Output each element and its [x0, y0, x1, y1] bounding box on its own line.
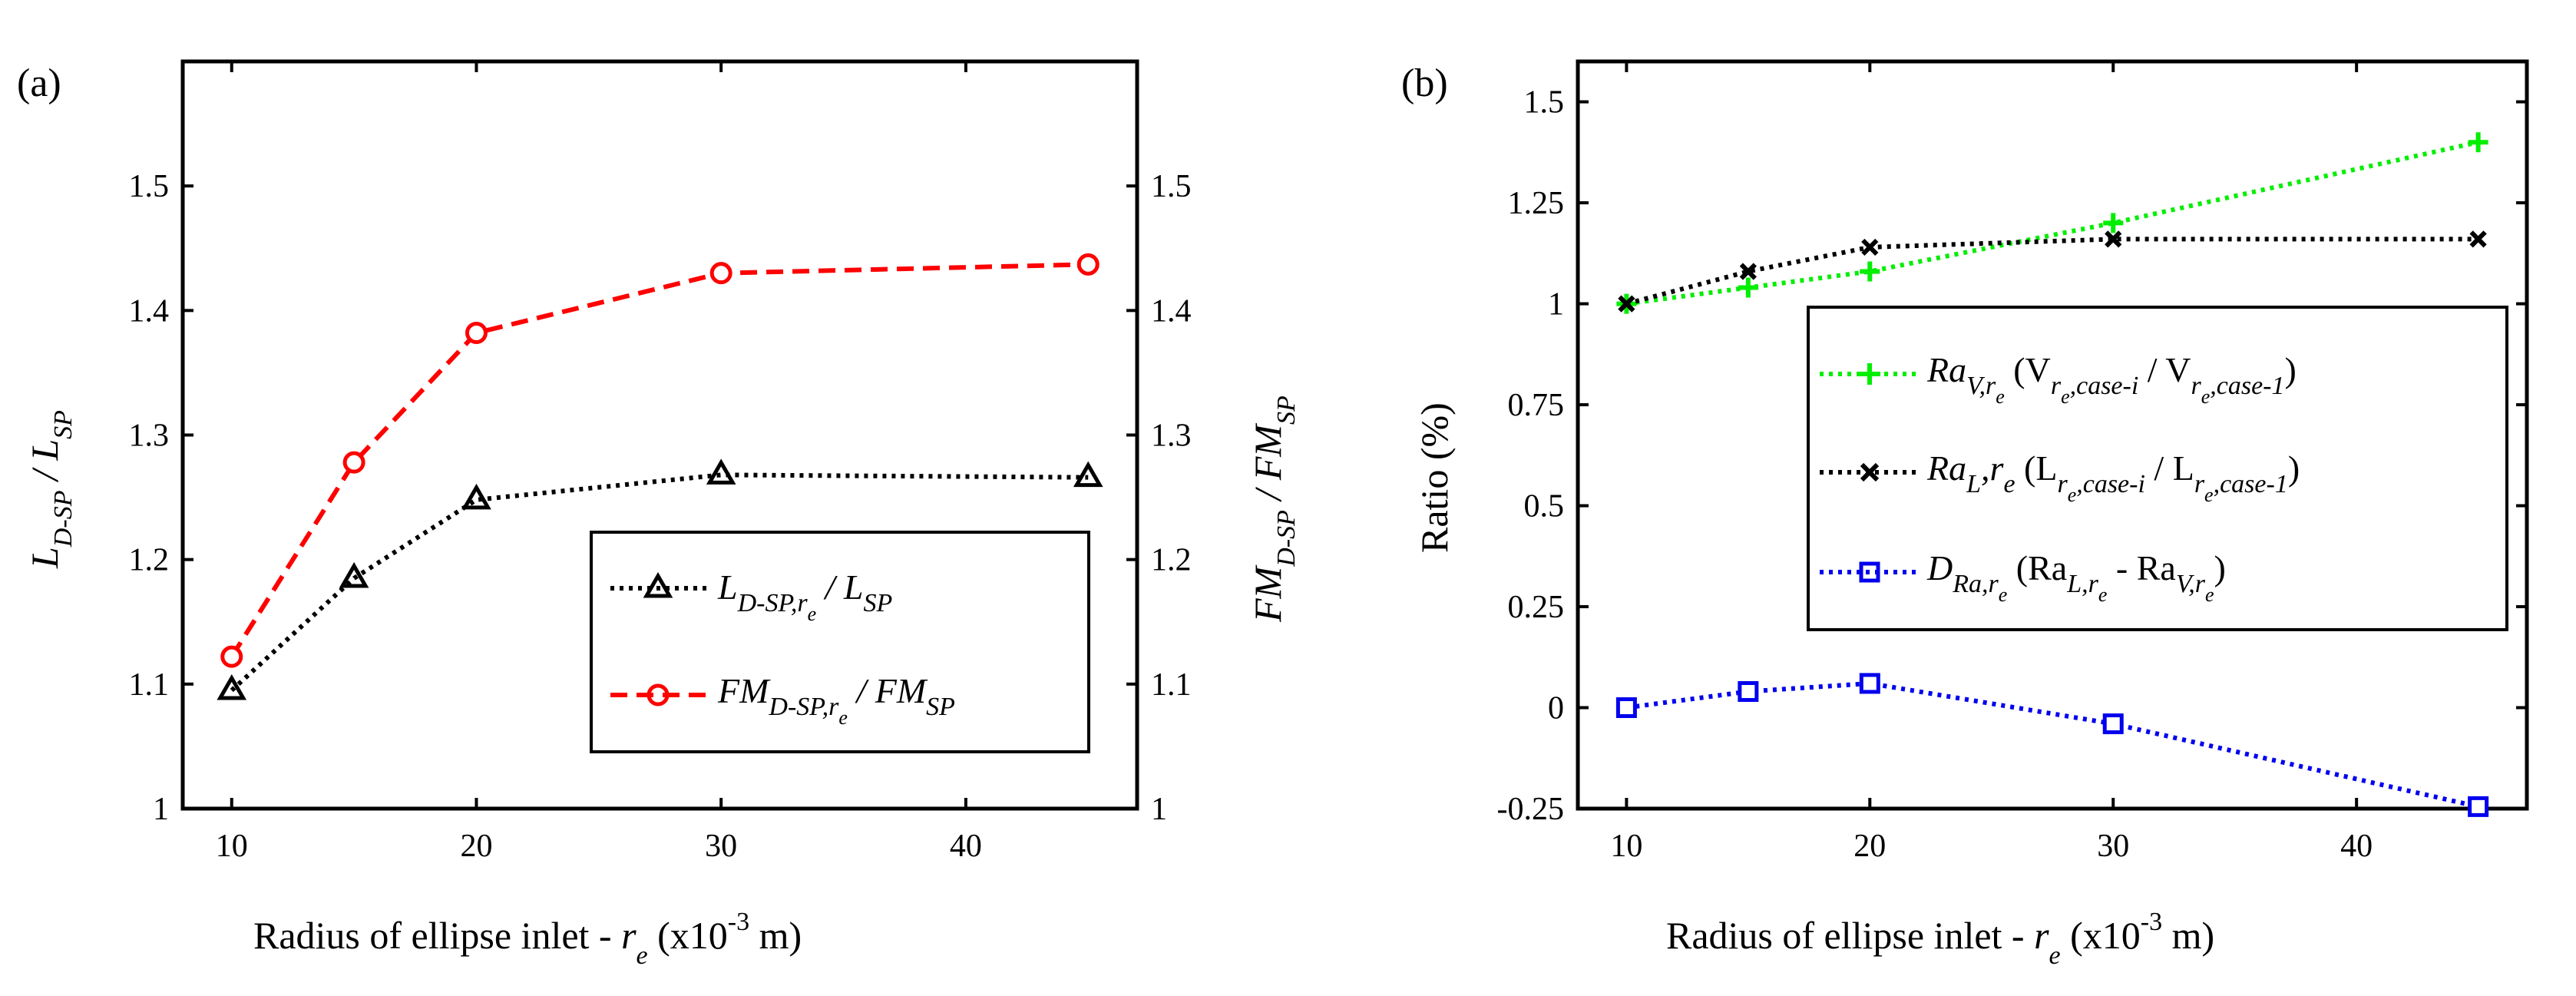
data-point: [1076, 253, 1100, 276]
data-point: [709, 262, 732, 285]
panel-a-x-axis-label: Radius of ellipse inlet - re (x10-3 m): [253, 908, 802, 970]
y-tick-label: 1.25: [1508, 186, 1565, 221]
data-point: [339, 561, 369, 588]
legend-marker-circle: [646, 683, 670, 706]
series-line-2: [1625, 237, 2478, 306]
panel-a-y-axis-label-left: LD-SP / LSP: [23, 410, 78, 569]
y-tick-label: 0: [1548, 691, 1564, 726]
panel-b-y-ticks: -0.25 0 0.25 0.5 0.75 1 1.25 1.5: [1497, 85, 2527, 827]
data-point: [706, 458, 736, 485]
y-tick-label-right: 1: [1151, 792, 1167, 827]
legend-marker-triangle: [643, 571, 673, 598]
y-tick-label: 1.4: [129, 293, 170, 329]
panel-b-legend-entry-3: DRa,re (RaL,re - RaV,re): [1820, 548, 2226, 606]
legend-label-ra-l: RaL,re (Lre,case-i / Lre,case-1): [1926, 448, 2300, 506]
panel-b-series: [1615, 132, 2489, 817]
y-tick-label: 1.2: [129, 543, 170, 578]
x-tick-label: 10: [216, 829, 248, 864]
x-tick-label: 10: [1610, 829, 1642, 864]
panel-a: (a) 10 20 30 40 1 1.1 1.2 1.3 1.4 1.5 1 1.1 1.2 1.3…: [17, 59, 1301, 970]
y-tick-label: 1: [153, 792, 169, 827]
data-point: [1073, 461, 1103, 488]
panel-b-legend-box: [1807, 306, 2508, 631]
data-point: [1859, 673, 1880, 694]
panel-a-x-ticks: 10 20 30 40: [216, 61, 982, 864]
y-tick-label-right: 1.4: [1151, 293, 1192, 329]
data-point: [217, 673, 247, 700]
panel-a-legend: LD-SP,re / LSP FMD-SP,re / FMSP: [590, 531, 1090, 753]
y-tick-label: 1: [1548, 287, 1564, 323]
data-point: [1738, 680, 1759, 702]
panel-b-x-axis-label: Radius of ellipse inlet - re (x10-3 m): [1666, 908, 2214, 970]
legend-label-l-ratio: LD-SP,re / LSP: [717, 567, 892, 625]
x-tick-label: 40: [2340, 829, 2373, 864]
data-point: [1618, 295, 1635, 313]
data-point: [2103, 213, 2124, 233]
panel-a-y-axis-label-right: FMD-SP / FMSP: [1246, 395, 1301, 623]
y-tick-label: 1.5: [129, 169, 170, 204]
legend-label-ra-v: RaV,re (Vre,case-i / Vre,case-1): [1926, 350, 2297, 408]
series-line-1: [230, 472, 1089, 693]
panel-b-legend: RaV,re (Vre,case-i / Vre,case-1) RaL,re …: [1807, 306, 2508, 631]
data-point: [2469, 230, 2487, 248]
panel-b-x-ticks: 10 20 30 40: [1610, 61, 2373, 864]
panel-b-y-axis-label: Ratio (%): [1413, 402, 1456, 553]
data-point: [1861, 238, 1879, 256]
y-tick-label: 1.1: [129, 667, 170, 703]
y-tick-label: 0.25: [1508, 590, 1565, 625]
legend-marker-plus: [1859, 363, 1880, 385]
x-tick-label: 30: [705, 829, 737, 864]
y-tick-label: 1.3: [129, 419, 170, 454]
y-tick-label: 0.5: [1524, 489, 1565, 524]
panel-b-legend-entry-2: RaL,re (Lre,case-i / Lre,case-1): [1820, 448, 2300, 506]
data-point: [1739, 263, 1757, 280]
panel-b: (b) 10 20 30 40 -0.25 0 0.25 0.5 0.75 1 1.25 1.5 R…: [1401, 59, 2529, 970]
data-point: [220, 645, 243, 668]
data-point: [465, 322, 488, 345]
data-point: [2468, 796, 2489, 817]
panel-a-legend-entry-1: LD-SP,re / LSP: [610, 567, 892, 625]
y-tick-label-right: 1.1: [1151, 667, 1192, 703]
data-point: [1860, 261, 1880, 282]
y-tick-label: 1.5: [1524, 85, 1565, 121]
x-tick-label: 40: [950, 829, 982, 864]
panel-a-legend-entry-2: FMD-SP,re / FMSP: [610, 671, 955, 729]
panel-a-label: (a): [17, 61, 61, 105]
y-tick-label: -0.25: [1497, 792, 1565, 827]
series-line-3: [1625, 680, 2479, 809]
y-tick-label-right: 1.3: [1151, 419, 1192, 454]
data-point: [1615, 697, 1637, 719]
data-point: [461, 483, 491, 510]
series-line-1: [1625, 140, 2479, 306]
panel-b-label: (b): [1401, 61, 1448, 105]
data-point: [2468, 132, 2488, 153]
data-point: [342, 451, 365, 474]
panel-b-legend-entry-1: RaV,re (Vre,case-i / Vre,case-1): [1820, 350, 2297, 408]
legend-marker-square: [1859, 561, 1880, 583]
legend-marker-x: [1860, 462, 1880, 482]
x-tick-label: 20: [1853, 829, 1886, 864]
y-tick-label: 0.75: [1508, 388, 1565, 423]
panel-a-y-ticks-right: 1 1.1 1.2 1.3 1.4 1.5: [1126, 169, 1192, 827]
legend-label-fm-ratio: FMD-SP,re / FMSP: [717, 671, 955, 729]
data-point: [2102, 713, 2124, 735]
panel-b-axes-box: [1576, 59, 2529, 811]
panel-a-legend-box: [590, 531, 1090, 753]
panel-a-y-ticks-left: 1 1.1 1.2 1.3 1.4 1.5: [129, 169, 193, 827]
x-tick-label: 20: [460, 829, 492, 864]
data-point: [2105, 230, 2122, 248]
legend-label-d-ra: DRa,re (RaL,re - RaV,re): [1926, 548, 2226, 606]
panel-a-series: [217, 253, 1103, 700]
y-tick-label-right: 1.2: [1151, 543, 1192, 578]
x-tick-label: 30: [2097, 829, 2129, 864]
data-point: [1738, 277, 1758, 298]
y-tick-label-right: 1.5: [1151, 169, 1192, 204]
